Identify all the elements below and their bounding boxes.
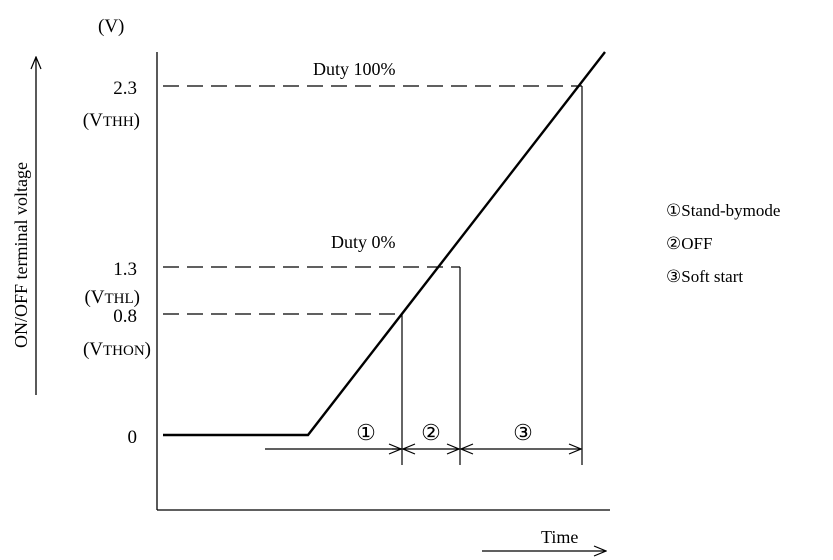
- level-value-0-8: 0.8: [113, 306, 137, 327]
- duty-0-label: Duty 0%: [331, 232, 396, 252]
- level-name-vthl: (VTHL): [84, 287, 140, 308]
- region-3-marker: ③: [513, 420, 533, 445]
- legend-item-3: ③Soft start: [666, 267, 743, 286]
- voltage-trace: [163, 51, 606, 437]
- region-1-marker: ①: [356, 420, 376, 445]
- level-value-0: 0: [128, 427, 138, 448]
- legend-item-2: ②OFF: [666, 234, 712, 253]
- unit-label: (V): [98, 16, 124, 37]
- region-2-marker: ②: [421, 420, 441, 445]
- duty-100-label: Duty 100%: [313, 59, 396, 79]
- level-name-vthon: (VTHON): [83, 339, 151, 360]
- level-value-1-3: 1.3: [113, 259, 137, 280]
- x-axis-label: Time: [541, 527, 578, 547]
- level-value-2-3: 2.3: [113, 78, 137, 99]
- level-name-vthh: (VTHH): [83, 110, 140, 131]
- legend-item-1: ①Stand-bymode: [666, 201, 780, 220]
- y-axis-label: ON/OFF terminal voltage: [11, 162, 31, 348]
